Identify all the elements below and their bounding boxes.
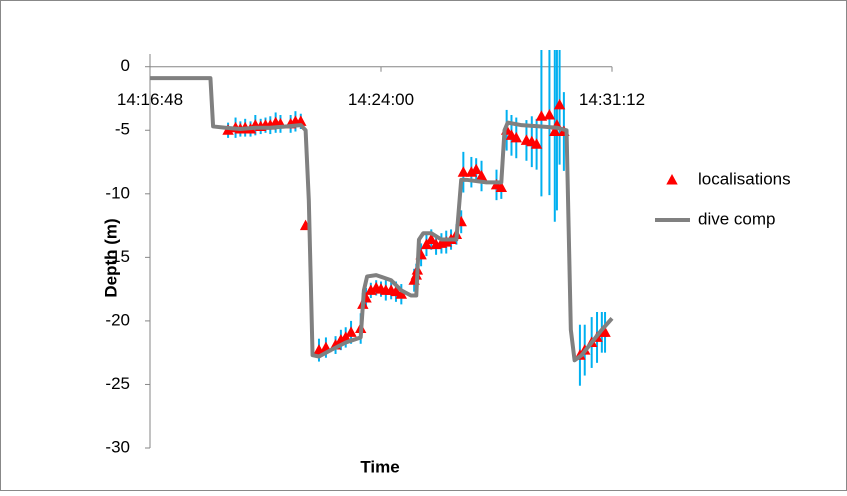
point <box>425 233 437 245</box>
legend-label: localisations <box>698 169 791 188</box>
y-tick-label: -5 <box>115 120 130 139</box>
point <box>495 181 508 192</box>
point <box>295 115 307 126</box>
point <box>549 125 561 137</box>
y-tick-label: -20 <box>105 310 130 329</box>
point <box>510 131 522 143</box>
x-tick-label: 14:16:48 <box>117 90 183 109</box>
point <box>470 163 482 175</box>
point <box>543 109 556 120</box>
y-tick-label: -30 <box>105 437 130 456</box>
point <box>345 326 357 337</box>
point <box>530 138 543 149</box>
point <box>457 166 470 177</box>
y-axis-label: Depth (m) <box>101 218 120 297</box>
y-tick-label: -25 <box>105 374 130 393</box>
x-tick-label: 14:24:00 <box>348 90 414 109</box>
y-tick-label: 0 <box>121 56 130 75</box>
point <box>535 110 548 121</box>
y-tick-label: -15 <box>105 247 130 266</box>
legend-marker <box>666 174 678 185</box>
point <box>475 170 488 181</box>
point <box>553 98 566 110</box>
plot-area <box>150 50 614 386</box>
y-tick-label: -10 <box>105 183 130 202</box>
dive-line <box>150 76 614 363</box>
x-axis-label: Time <box>360 457 399 476</box>
point <box>599 326 611 337</box>
point <box>395 288 408 299</box>
legend-label: dive comp <box>698 209 775 228</box>
x-tick-label: 14:31:12 <box>579 90 645 109</box>
